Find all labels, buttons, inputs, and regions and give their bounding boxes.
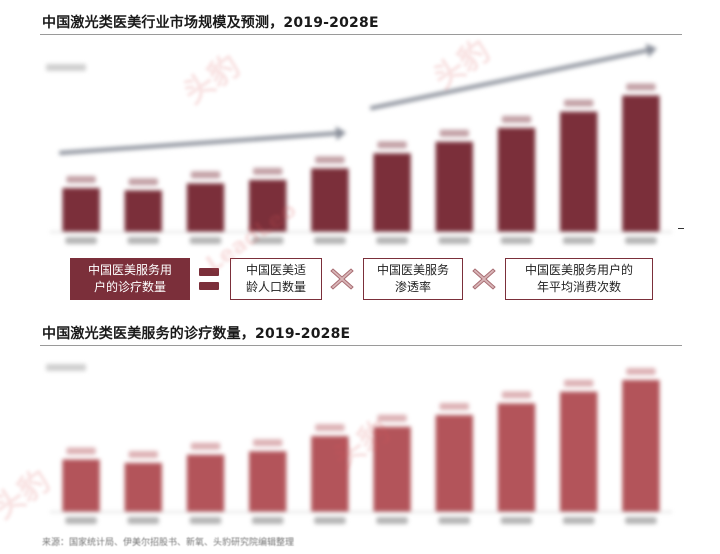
- bar: [622, 95, 660, 232]
- formula-factor1-box: 中国医美适 龄人口数量: [230, 258, 322, 300]
- tick-label: [376, 517, 408, 524]
- data-label: [66, 176, 96, 184]
- bar: [622, 380, 660, 512]
- data-label: [377, 141, 407, 149]
- data-label: [128, 178, 158, 186]
- data-label: [501, 391, 532, 399]
- data-label: [66, 447, 96, 455]
- data-label: [564, 379, 594, 387]
- data-label: [315, 156, 345, 164]
- market-size-chart-svg: [46, 43, 672, 244]
- data-label: [626, 83, 656, 91]
- tick-label: [625, 517, 657, 524]
- tick-label: [314, 517, 346, 524]
- market-size-chart: [40, 40, 682, 250]
- bar: [560, 391, 598, 512]
- chart2-title: 中国激光类医美服务的诊疗数量，2019-2028E: [42, 326, 351, 342]
- bar: [497, 127, 536, 232]
- data-label: [253, 167, 283, 175]
- tick-label: [65, 237, 97, 244]
- tick-label: [563, 237, 595, 244]
- trend-arrowhead: [335, 126, 347, 141]
- data-label: [128, 450, 158, 458]
- formula-result-label: 中国医美服务用 户的诊疗数量: [87, 263, 172, 294]
- trend-arrow: [59, 131, 337, 156]
- bar: [124, 462, 162, 512]
- bar: [373, 153, 411, 232]
- tick-label: [189, 237, 222, 244]
- tick-label: [252, 237, 284, 244]
- formula-factor3-box: 中国医美服务用户的 年平均消费次数: [505, 258, 653, 300]
- bar: [311, 168, 349, 232]
- unit-label: [46, 64, 86, 71]
- bar: [249, 451, 287, 512]
- data-label: [190, 171, 221, 179]
- axis-tick-mark: [678, 228, 684, 229]
- bar: [435, 141, 473, 232]
- treatment-volume-chart: [40, 352, 682, 530]
- chart1-title: 中国激光类医美行业市场规模及预测，2019-2028E: [42, 15, 379, 31]
- tick-label: [65, 517, 97, 524]
- tick-label: [438, 237, 470, 244]
- tick-label: [625, 237, 657, 244]
- data-label: [315, 424, 345, 432]
- tick-label: [563, 517, 595, 524]
- bar: [186, 183, 225, 232]
- formula-factor2-label: 中国医美服务 渗透率: [376, 263, 449, 294]
- trend-arrowhead: [645, 43, 657, 58]
- treatment-volume-chart-svg: [46, 364, 672, 524]
- data-label: [501, 115, 532, 123]
- bar: [560, 111, 598, 232]
- bar: [373, 426, 411, 512]
- tick-label: [314, 237, 346, 244]
- trend-arrow: [369, 48, 648, 111]
- chart2-title-rule: [40, 345, 682, 346]
- chart1-title-rule: [40, 34, 682, 35]
- bar: [249, 179, 287, 232]
- data-label: [253, 439, 283, 447]
- tick-label: [500, 237, 533, 244]
- data-label: [439, 403, 469, 411]
- multiply-icon: [472, 268, 496, 290]
- bar: [124, 190, 162, 232]
- tick-label: [376, 237, 408, 244]
- bar: [497, 403, 536, 512]
- data-label: [564, 99, 594, 107]
- tick-label: [500, 517, 533, 524]
- bar: [186, 454, 225, 512]
- tick-label: [127, 237, 159, 244]
- bar: [311, 436, 349, 512]
- bar: [62, 459, 100, 512]
- multiply-icon: [330, 268, 354, 290]
- formula-factor3-label: 中国医美服务用户的 年平均消费次数: [524, 263, 633, 294]
- tick-label: [252, 517, 284, 524]
- formula-factor1-label: 中国医美适 龄人口数量: [245, 263, 306, 294]
- tick-label: [438, 517, 470, 524]
- data-label: [377, 414, 407, 422]
- formula-result-box: 中国医美服务用 户的诊疗数量: [70, 258, 190, 300]
- bar: [62, 188, 100, 232]
- data-label: [626, 368, 656, 376]
- formula-factor2-box: 中国医美服务 渗透率: [363, 258, 463, 300]
- equals-icon: [199, 268, 219, 296]
- bar: [435, 415, 473, 512]
- data-label: [190, 442, 221, 450]
- source-note: 来源：国家统计局、伊美尔招股书、新氧、头豹研究院编辑整理: [42, 538, 295, 548]
- tick-label: [189, 517, 222, 524]
- unit-label: [46, 364, 86, 371]
- tick-label: [127, 517, 159, 524]
- data-label: [439, 129, 469, 137]
